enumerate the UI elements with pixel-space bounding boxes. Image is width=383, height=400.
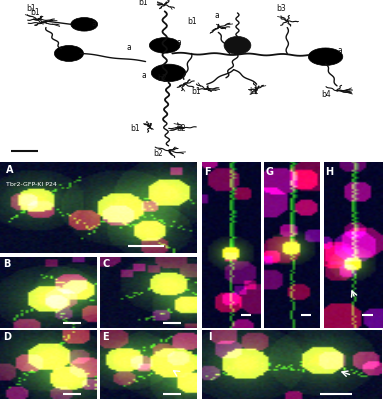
Text: b1: b1 <box>130 124 140 133</box>
Text: a: a <box>92 19 97 28</box>
Text: b1: b1 <box>138 0 147 7</box>
Text: Tbr2-GFP-KI P24: Tbr2-GFP-KI P24 <box>6 182 57 187</box>
Text: D: D <box>3 332 11 342</box>
Text: A: A <box>6 165 13 175</box>
Text: F: F <box>204 167 211 177</box>
Text: C: C <box>103 259 110 269</box>
Text: b3: b3 <box>276 4 285 13</box>
Text: b2: b2 <box>157 74 167 83</box>
Text: H: H <box>326 167 334 177</box>
Text: I: I <box>208 332 211 342</box>
Ellipse shape <box>149 38 180 53</box>
Text: b2: b2 <box>249 87 259 96</box>
Ellipse shape <box>224 36 251 54</box>
Text: b1: b1 <box>31 8 40 16</box>
Text: a: a <box>214 11 219 20</box>
Text: b1: b1 <box>26 4 36 13</box>
Ellipse shape <box>308 48 343 66</box>
Text: a: a <box>337 46 342 56</box>
Text: b1: b1 <box>188 17 197 26</box>
Text: a: a <box>126 43 131 52</box>
Text: b2: b2 <box>153 148 163 158</box>
Text: a: a <box>142 71 146 80</box>
Text: b2: b2 <box>176 124 186 133</box>
Text: E: E <box>103 332 109 342</box>
Text: a: a <box>176 38 181 47</box>
Ellipse shape <box>151 64 186 82</box>
Ellipse shape <box>54 46 83 62</box>
Text: G: G <box>266 167 274 177</box>
Text: b1: b1 <box>192 87 201 96</box>
Ellipse shape <box>71 18 98 31</box>
Text: b4: b4 <box>322 90 331 99</box>
Text: B: B <box>3 259 10 269</box>
